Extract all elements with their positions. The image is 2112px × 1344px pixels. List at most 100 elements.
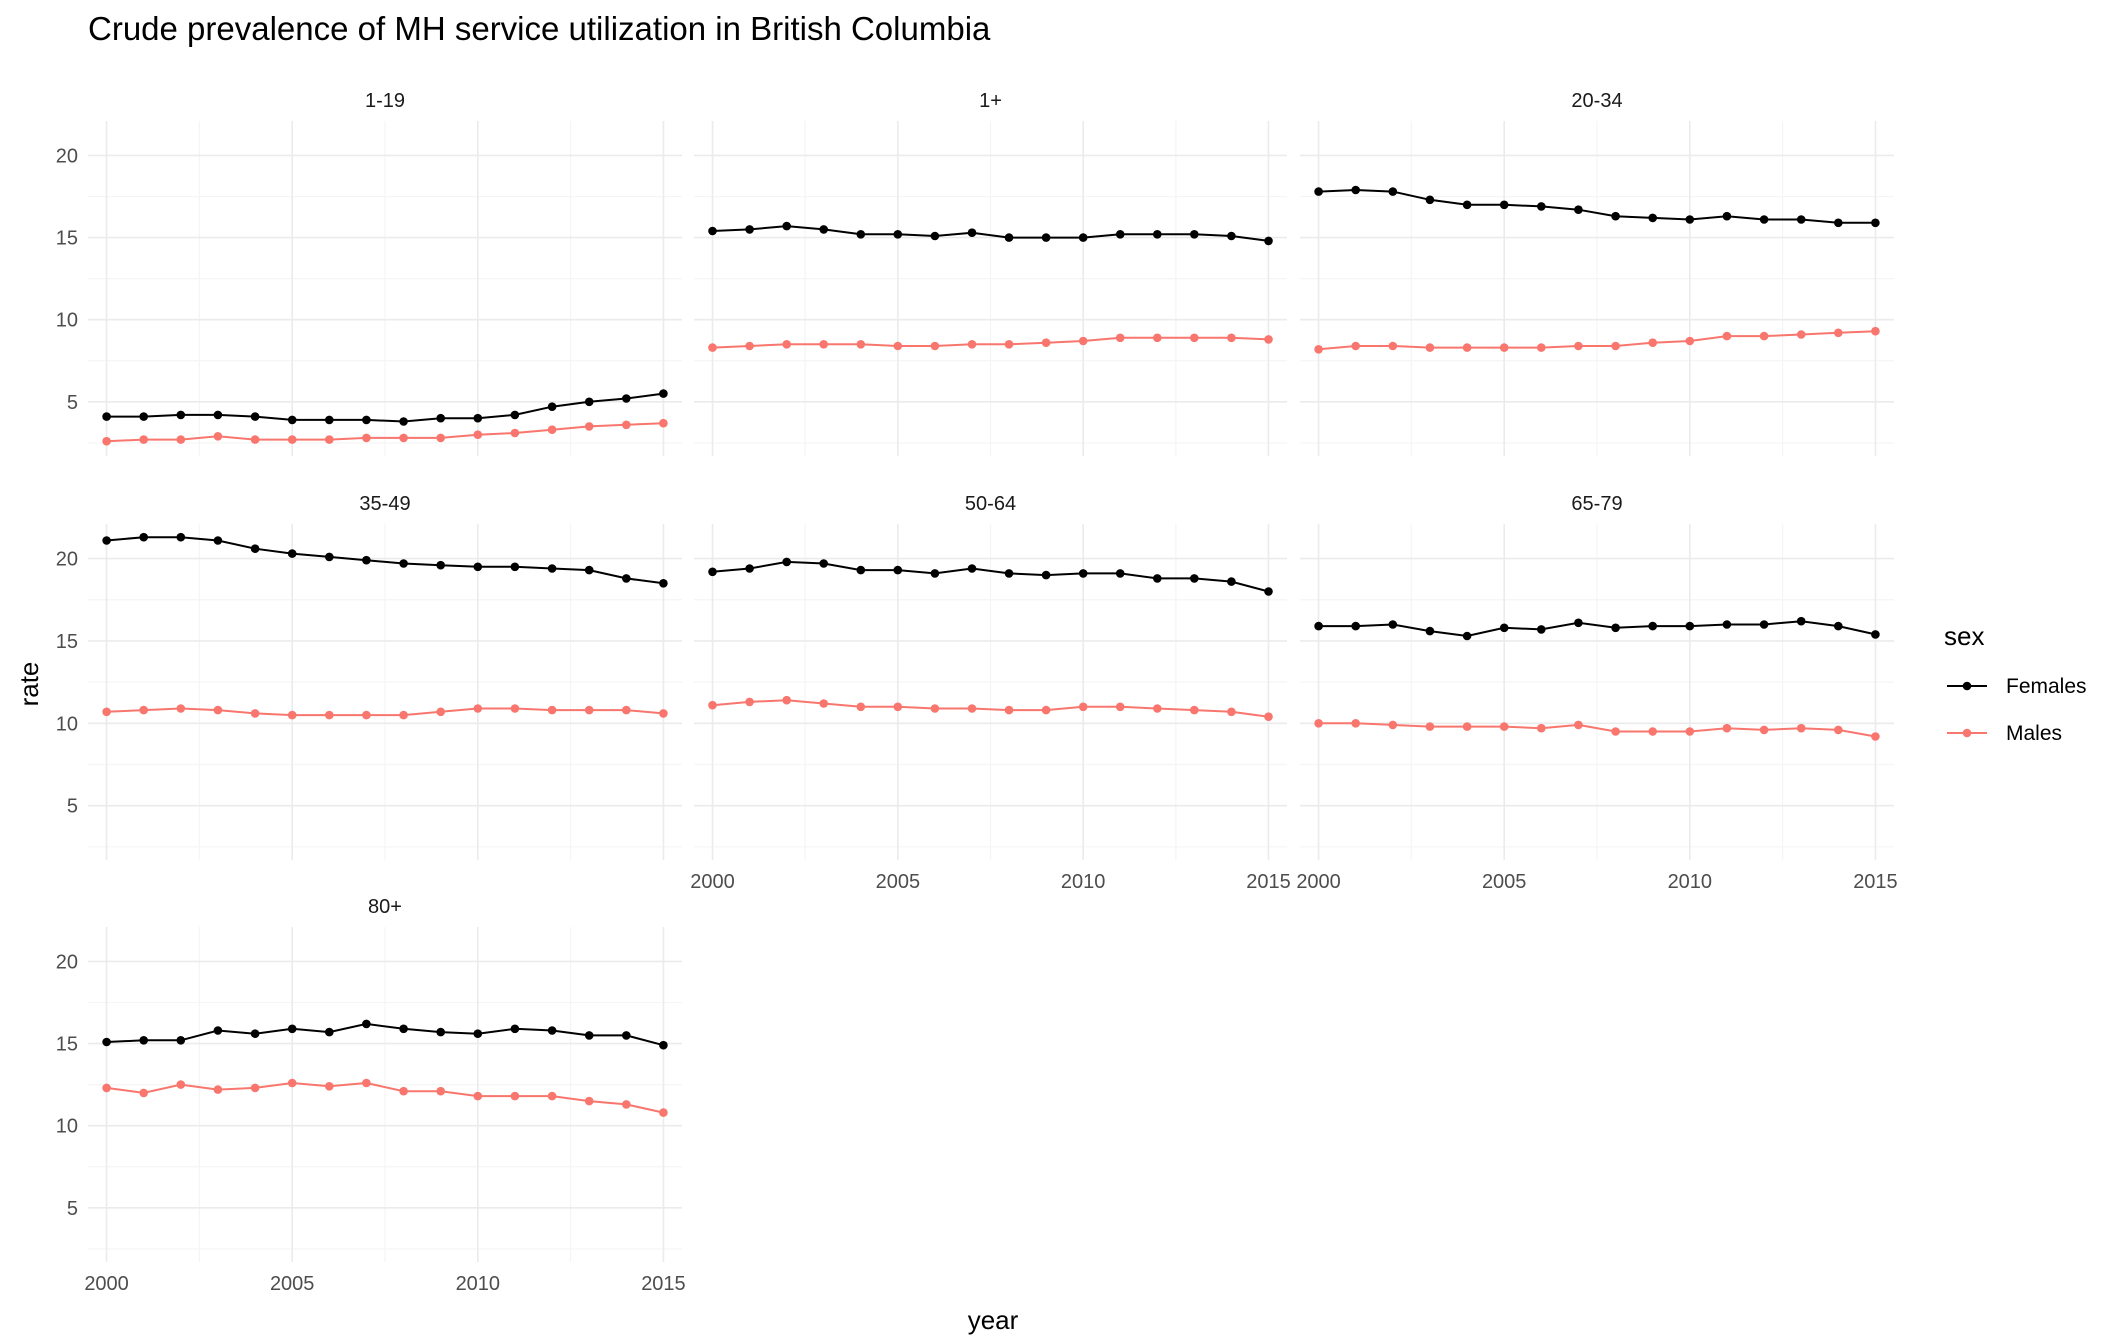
data-point: [436, 1027, 446, 1037]
y-axis-title: rate: [14, 662, 44, 707]
panel-label: 1+: [979, 90, 1002, 112]
data-point: [1425, 195, 1435, 205]
data-point: [967, 228, 977, 237]
data-point: [325, 415, 334, 425]
data-point: [287, 710, 297, 720]
data-point: [1685, 727, 1695, 736]
data-point: [213, 1085, 223, 1094]
data-point: [510, 410, 520, 420]
data-point: [510, 1091, 520, 1101]
series-females: [102, 1019, 668, 1050]
data-point: [1796, 616, 1806, 626]
data-point: [1648, 213, 1657, 223]
data-point: [1425, 343, 1435, 352]
data-point: [1834, 218, 1843, 228]
data-point: [930, 341, 940, 351]
data-point: [213, 705, 223, 715]
data-point: [584, 705, 594, 715]
series-females: [708, 557, 1273, 596]
data-point: [1041, 338, 1051, 348]
series-males: [708, 695, 1273, 721]
data-point: [1648, 338, 1657, 348]
data-point: [1462, 200, 1472, 210]
data-point: [622, 1031, 631, 1040]
y-tick-label: 20: [56, 951, 78, 973]
data-point: [819, 699, 828, 708]
data-point: [1004, 569, 1014, 578]
data-point: [1351, 719, 1360, 728]
data-point: [708, 700, 717, 710]
data-point: [659, 1040, 668, 1050]
data-point: [287, 1078, 297, 1088]
data-point: [399, 1024, 408, 1034]
series-line: [106, 1022, 664, 1047]
data-point: [1537, 625, 1546, 634]
data-point: [510, 1024, 520, 1034]
data-point: [1314, 719, 1323, 728]
data-point: [819, 340, 828, 349]
data-point: [547, 425, 557, 435]
series-males: [102, 418, 668, 446]
data-point: [436, 707, 446, 717]
data-point: [213, 536, 223, 545]
data-point: [1190, 230, 1199, 239]
panel-1plus: 1+: [694, 90, 1287, 456]
data-point: [1425, 626, 1435, 636]
data-point: [1462, 722, 1472, 731]
data-point: [362, 1078, 371, 1088]
panel-80plus: 80+ 5 10 15 20 2000 2005 2010 2015: [56, 896, 686, 1295]
data-point: [1388, 720, 1398, 730]
series-males: [1314, 719, 1880, 741]
data-point: [1351, 185, 1360, 195]
data-point: [622, 420, 631, 430]
series-line: [106, 392, 664, 423]
data-point: [1388, 341, 1398, 351]
data-point: [1041, 705, 1051, 715]
data-point: [1759, 620, 1769, 629]
data-point: [436, 433, 446, 443]
data-point: [1153, 704, 1162, 713]
data-point: [1264, 236, 1273, 246]
panel-1-19: 1-19 5 10 15 20: [56, 90, 682, 456]
data-point: [176, 1080, 186, 1089]
data-point: [399, 417, 408, 426]
x-tick-label: 2015: [1853, 871, 1898, 893]
panel-label: 50-64: [965, 493, 1016, 515]
data-point: [287, 435, 297, 444]
data-point: [1759, 331, 1769, 341]
panel-label: 1-19: [365, 90, 405, 112]
data-point: [213, 432, 223, 441]
data-point: [1722, 620, 1732, 629]
data-point: [1264, 712, 1273, 721]
data-point: [473, 413, 483, 423]
data-point: [436, 413, 446, 423]
y-tick-label: 15: [56, 1034, 78, 1056]
data-point: [1871, 218, 1880, 228]
x-tick-label: 2000: [84, 1273, 129, 1295]
data-point: [1115, 333, 1125, 343]
x-tick-label: 2010: [1668, 871, 1713, 893]
data-point: [399, 1086, 408, 1096]
data-point: [819, 559, 828, 568]
series-line: [712, 560, 1269, 593]
data-point: [362, 433, 371, 443]
data-point: [893, 230, 903, 239]
series-line: [1318, 188, 1876, 224]
x-tick-label: 2010: [456, 1273, 501, 1295]
data-point: [1574, 720, 1583, 730]
data-point: [1722, 211, 1732, 221]
data-point: [250, 709, 260, 718]
data-point: [213, 1026, 223, 1035]
data-point: [1537, 202, 1546, 211]
data-point: [287, 415, 297, 425]
data-point: [1462, 631, 1472, 641]
data-point: [325, 710, 334, 720]
data-point: [1722, 331, 1732, 341]
chart-title: Crude prevalence of MH service utilizati…: [88, 10, 991, 47]
data-point: [102, 1083, 111, 1093]
y-tick-label: 20: [56, 145, 78, 167]
data-point: [708, 343, 717, 352]
data-point: [176, 704, 186, 713]
